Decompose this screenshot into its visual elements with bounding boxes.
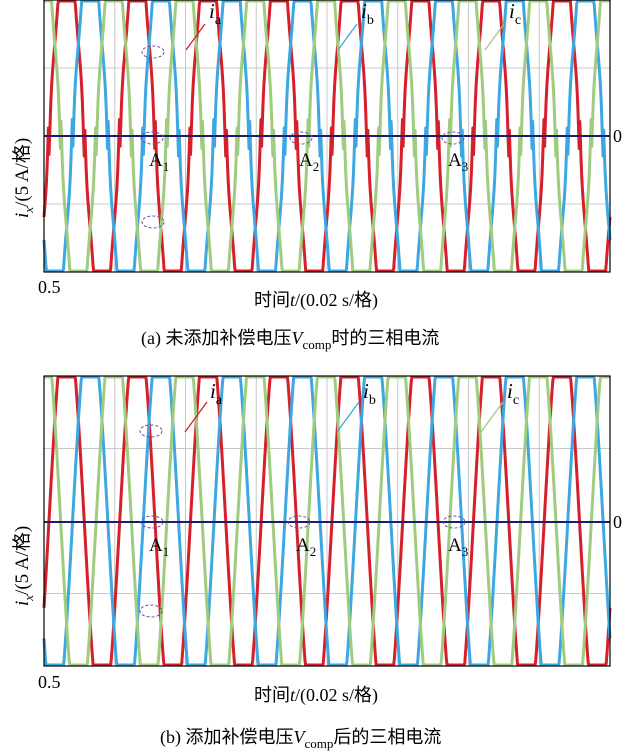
panel-a: ia ib ic A1 A2 A3 0 0.5 ix/(5 A/格) 时间t/(… (11, 0, 622, 352)
series-line-ia (42, 375, 612, 667)
series-line-ib (42, 0, 612, 273)
zero-tick-label-a: 0 (613, 126, 622, 146)
x-start-tick-label-a: 0.5 (38, 277, 61, 297)
series-line-ib (42, 375, 612, 667)
series-label-ic-b: ic (507, 379, 519, 408)
caption-a: (a) 未添加补偿电压Vcomp时的三相电流 (141, 328, 439, 352)
marker-ellipse-a3 (441, 131, 465, 145)
marker-ellipse-b1 (140, 515, 164, 529)
waveforms-a (42, 0, 612, 273)
annotation-a1-a: A1 (149, 150, 169, 174)
x-start-tick-label-b: 0.5 (38, 672, 61, 692)
label-pointer-ib-a (337, 23, 358, 51)
label-pointer-ib-b (336, 401, 360, 433)
series-label-ic-a: ic (509, 0, 521, 28)
label-pointer-ic-a (484, 23, 505, 51)
series-line-ic (43, 375, 611, 667)
caption-b: (b) 添加补偿电压Vcomp后的三相电流 (160, 727, 441, 751)
marker-ellipse-b2 (287, 515, 311, 529)
panel-b: ia ib ic A1 A2 A3 0 0.5 ix/(5 A/格) 时间t/(… (11, 375, 622, 751)
label-pointer-ic-b (480, 401, 504, 433)
series-line-ia (42, 0, 612, 273)
annotation-a2-a: A2 (299, 150, 319, 174)
label-pointer-ia-a (185, 23, 206, 51)
waveforms-b (42, 375, 612, 667)
annotation-a1-b: A1 (149, 535, 169, 559)
y-axis-label-b: ix/(5 A/格) (11, 526, 36, 606)
y-axis-label-a: ix/(5 A/格) (11, 138, 36, 218)
series-label-ib-b: ib (363, 379, 376, 408)
marker-ellipse-a2 (289, 131, 313, 145)
marker-ellipse-b3 (442, 515, 466, 529)
marker-ellipse-bottom-a (141, 215, 165, 229)
series-label-ia-b: ia (210, 379, 223, 408)
marker-ellipse-top-a (141, 45, 165, 59)
label-pointer-ia-b (184, 401, 208, 433)
annotation-a3-b: A3 (448, 535, 468, 559)
annotation-a3-a: A3 (448, 150, 468, 174)
x-axis-label-b: 时间t/(0.02 s/格) (254, 685, 378, 706)
annotation-a2-b: A2 (296, 535, 316, 559)
zero-tick-label-b: 0 (613, 512, 622, 532)
series-line-ic (43, 0, 611, 273)
plot-frame-a (43, 0, 611, 273)
marker-ellipse-top-b (139, 424, 163, 438)
marker-ellipse-a1 (140, 131, 164, 145)
x-axis-label-a: 时间t/(0.02 s/格) (254, 290, 378, 311)
series-label-ib-a: ib (361, 0, 374, 28)
plot-frame-b (43, 375, 611, 667)
series-label-ia-a: ia (209, 0, 222, 28)
marker-ellipse-bottom-b (139, 604, 163, 618)
